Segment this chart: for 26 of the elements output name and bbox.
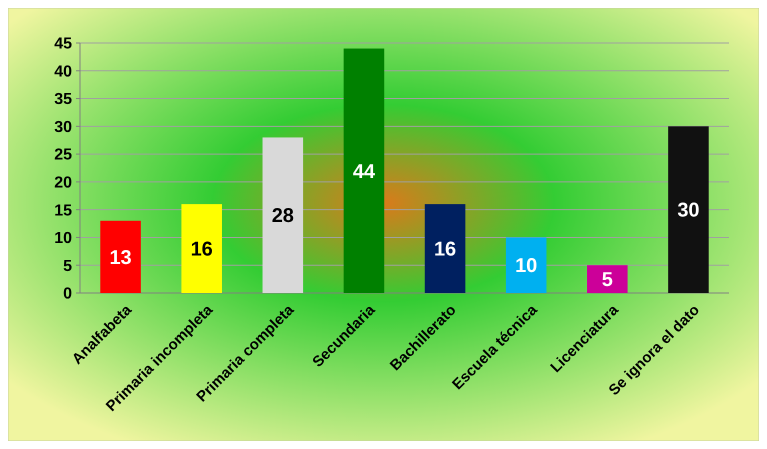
bar xyxy=(506,237,546,293)
bar xyxy=(344,48,384,293)
data-label: 30 xyxy=(677,200,700,222)
bar xyxy=(100,220,141,293)
y-tick-label: 30 xyxy=(54,118,72,136)
bar xyxy=(181,204,222,293)
bar xyxy=(668,126,709,293)
data-label: 10 xyxy=(515,255,538,278)
data-label: 5 xyxy=(602,269,613,292)
bar xyxy=(262,137,304,293)
y-tick-label: 25 xyxy=(54,146,72,164)
data-label: 13 xyxy=(109,246,132,269)
bar xyxy=(424,204,466,293)
y-tick-label: 5 xyxy=(63,258,72,275)
bar xyxy=(587,265,628,293)
y-tick-label: 0 xyxy=(63,286,72,303)
y-tick-label: 35 xyxy=(54,91,72,108)
y-tick-label: 45 xyxy=(54,36,72,53)
y-tick-label: 10 xyxy=(54,230,72,248)
y-tick-label: 40 xyxy=(54,63,72,80)
y-tick-label: 15 xyxy=(54,202,72,220)
data-label: 28 xyxy=(272,205,294,228)
y-tick-label: 20 xyxy=(54,174,72,192)
data-label: 16 xyxy=(434,238,456,261)
data-label: 16 xyxy=(190,238,213,261)
data-label: 44 xyxy=(352,160,376,183)
